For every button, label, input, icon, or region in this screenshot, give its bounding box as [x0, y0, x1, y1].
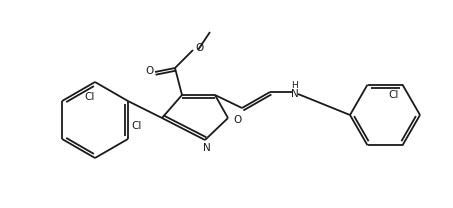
Text: Cl: Cl: [388, 90, 398, 100]
Text: O: O: [145, 66, 153, 76]
Text: O: O: [195, 43, 203, 53]
Text: Cl: Cl: [85, 92, 95, 102]
Text: Cl: Cl: [131, 121, 141, 131]
Text: H: H: [292, 82, 299, 90]
Text: O: O: [234, 115, 242, 125]
Text: N: N: [203, 143, 211, 153]
Text: N: N: [291, 89, 299, 99]
